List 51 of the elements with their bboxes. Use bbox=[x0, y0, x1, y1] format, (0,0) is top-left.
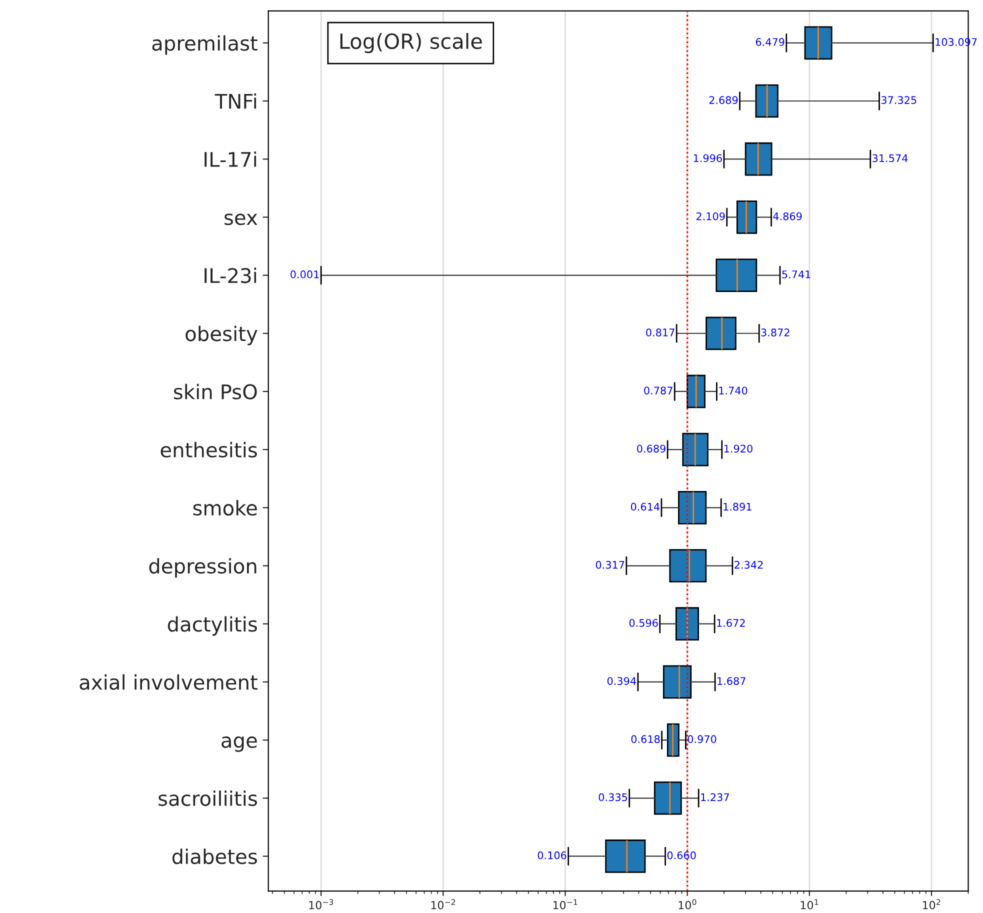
annotation: 0.618 bbox=[631, 735, 660, 744]
x-tick-label: 10$^{−2}$ bbox=[431, 899, 456, 910]
annotation: 0.106 bbox=[538, 851, 566, 860]
annotation: 2.342 bbox=[734, 560, 763, 569]
annotation: 1.996 bbox=[694, 154, 722, 162]
annotation: 0.394 bbox=[607, 677, 636, 685]
annotation: 0.335 bbox=[598, 793, 628, 802]
annotation: 31.574 bbox=[872, 154, 908, 162]
annotation: 1.891 bbox=[724, 502, 752, 511]
annotation: 1.237 bbox=[701, 793, 729, 802]
y-tick-label: axial involvement bbox=[80, 674, 258, 690]
y-tick-label: obesity bbox=[186, 326, 258, 346]
annotation: 3.872 bbox=[761, 328, 790, 336]
annotation: 6.479 bbox=[756, 38, 784, 46]
y-tick-label: sacroiliitis bbox=[158, 790, 257, 806]
annotation: 37.325 bbox=[881, 96, 916, 104]
x-tick-label: 10$^{0}$ bbox=[678, 899, 696, 910]
annotation: 0.970 bbox=[688, 735, 716, 744]
annotation: 1.687 bbox=[718, 677, 746, 685]
y-tick-label: IL-17i bbox=[204, 151, 256, 167]
y-tick-label: skin PsO bbox=[174, 384, 257, 400]
y-tick-label: dactylitis bbox=[168, 616, 257, 636]
annotation: 1.740 bbox=[719, 386, 748, 394]
x-tick-label: 10$^{2}$ bbox=[922, 899, 940, 910]
y-tick-label: apremilast bbox=[152, 35, 258, 55]
x-tick-label: 10$^{−1}$ bbox=[553, 899, 578, 910]
annotation: 2.689 bbox=[709, 96, 738, 104]
annotation: 0.689 bbox=[637, 444, 666, 453]
y-tick-label: smoke bbox=[193, 500, 257, 516]
y-tick-label: IL-23i bbox=[204, 268, 256, 284]
y-tick-label: depression bbox=[149, 558, 256, 578]
x-tick-label: 10$^{−3}$ bbox=[309, 899, 334, 910]
annotation: 1.920 bbox=[724, 444, 752, 453]
annotation: 1.672 bbox=[717, 618, 745, 627]
y-tick-label: age bbox=[222, 736, 257, 752]
y-tick-label: sex bbox=[224, 214, 258, 226]
annotation: 0.596 bbox=[629, 618, 658, 627]
annotation: 0.660 bbox=[667, 851, 696, 860]
annotation: Log(OR) scale bbox=[340, 32, 482, 54]
annotation: 0.001 bbox=[290, 270, 319, 278]
annotation: 4.869 bbox=[773, 212, 802, 220]
annotation: 0.614 bbox=[630, 502, 660, 511]
annotation: 5.741 bbox=[782, 270, 810, 278]
y-tick-label: TNFi bbox=[214, 93, 256, 109]
x-tick-label: 10$^{1}$ bbox=[800, 899, 818, 910]
y-tick-label: diabetes bbox=[172, 848, 257, 864]
annotation: 2.109 bbox=[696, 212, 725, 220]
y-tick-label: enthesitis bbox=[160, 442, 257, 458]
annotation: 0.817 bbox=[646, 328, 674, 336]
annotation: 0.317 bbox=[596, 560, 624, 569]
annotation: 0.787 bbox=[644, 386, 672, 394]
